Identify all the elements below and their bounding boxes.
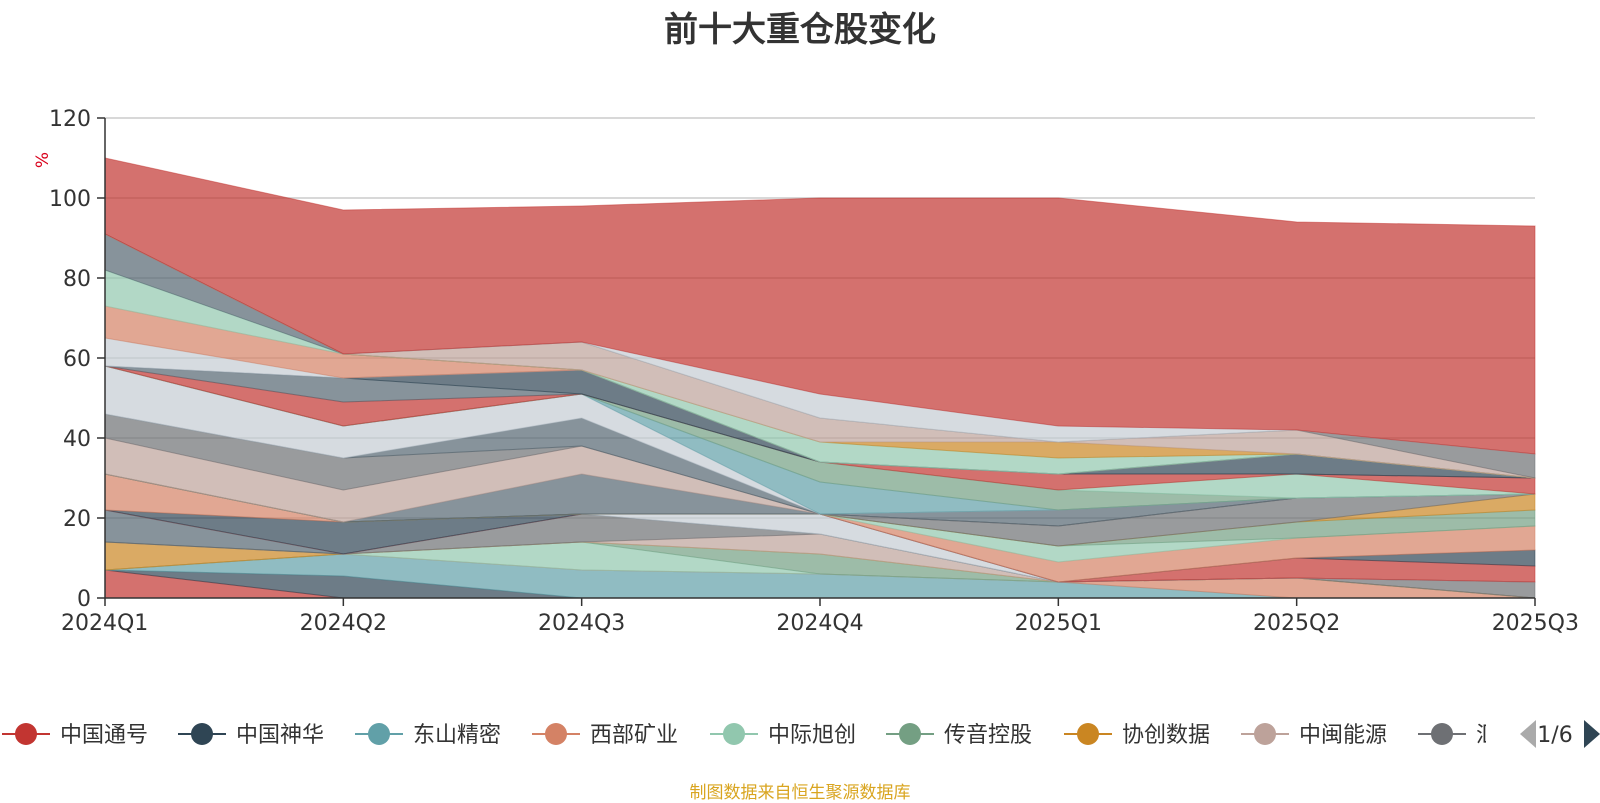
x-tick-label-4: 2025Q1 [1015,611,1102,636]
legend-item-7[interactable]: 协创数据 [1064,723,1210,748]
y-tick-label-6: 120 [49,107,91,132]
legend-marker-2 [191,723,213,745]
legend-item-8[interactable]: 中闽能源 [1241,723,1387,748]
legend-item-5[interactable]: 中际旭创 [710,723,856,748]
legend-next-page-icon[interactable] [1584,720,1600,748]
legend-item-9[interactable]: 汇 [1418,723,1498,748]
legend-label-6: 传音控股 [944,723,1032,748]
legend-marker-6 [899,723,921,745]
x-tick-label-0: 2024Q1 [61,611,148,636]
legend-prev-page-icon[interactable] [1520,720,1536,748]
legend-marker-4 [545,723,567,745]
legend-label-2: 中国神华 [236,723,324,748]
chart-title: 前十大重仓股变化 [664,10,936,50]
legend-page-indicator: 1/6 [1537,723,1572,748]
x-tick-label-1: 2024Q2 [300,611,387,636]
legend-item-3[interactable]: 东山精密 [355,723,501,748]
y-tick-labels: 0 20 40 60 80 100 120 [49,107,105,612]
y-axis-label: % [33,152,53,168]
legend: 中国通号 中国神华 东山精密 西部矿业 中际旭创 传音控股 [2,720,1600,748]
legend-item-6[interactable]: 传音控股 [886,723,1032,748]
y-tick-label-3: 60 [63,347,91,372]
y-tick-label-0: 0 [77,587,91,612]
legend-marker-8 [1254,723,1276,745]
legend-label-8: 中闽能源 [1299,723,1387,748]
legend-marker-7 [1077,723,1099,745]
x-tick-labels: 2024Q1 2024Q2 2024Q3 2024Q4 2025Q1 2025Q2 2025… [61,598,1579,636]
legend-marker-3 [368,723,390,745]
legend-marker-5 [723,723,745,745]
x-tick-label-6: 2025Q3 [1492,611,1579,636]
legend-label-7: 协创数据 [1122,723,1210,748]
legend-label-9: 汇 [1476,723,1498,748]
legend-label-1: 中国通号 [60,723,148,748]
stacked-areas [104,157,1536,599]
y-tick-label-5: 100 [49,187,91,212]
x-tick-label-5: 2025Q2 [1253,611,1340,636]
x-tick-label-3: 2024Q4 [776,611,863,636]
source-note: 制图数据来自恒生聚源数据库 [689,783,911,803]
legend-item-2[interactable]: 中国神华 [178,723,324,748]
legend-label-5: 中际旭创 [768,723,856,748]
y-tick-label-2: 40 [63,427,91,452]
y-tick-label-4: 80 [63,267,91,292]
y-tick-label-1: 20 [63,507,91,532]
legend-label-3: 东山精密 [413,723,501,748]
legend-marker-1 [15,723,37,745]
area-series-38 [104,157,1536,455]
legend-item-1[interactable]: 中国通号 [2,723,148,748]
legend-marker-9 [1431,723,1453,745]
legend-item-4[interactable]: 西部矿业 [532,723,678,748]
legend-label-4: 西部矿业 [590,723,678,748]
x-tick-label-2: 2024Q3 [538,611,625,636]
